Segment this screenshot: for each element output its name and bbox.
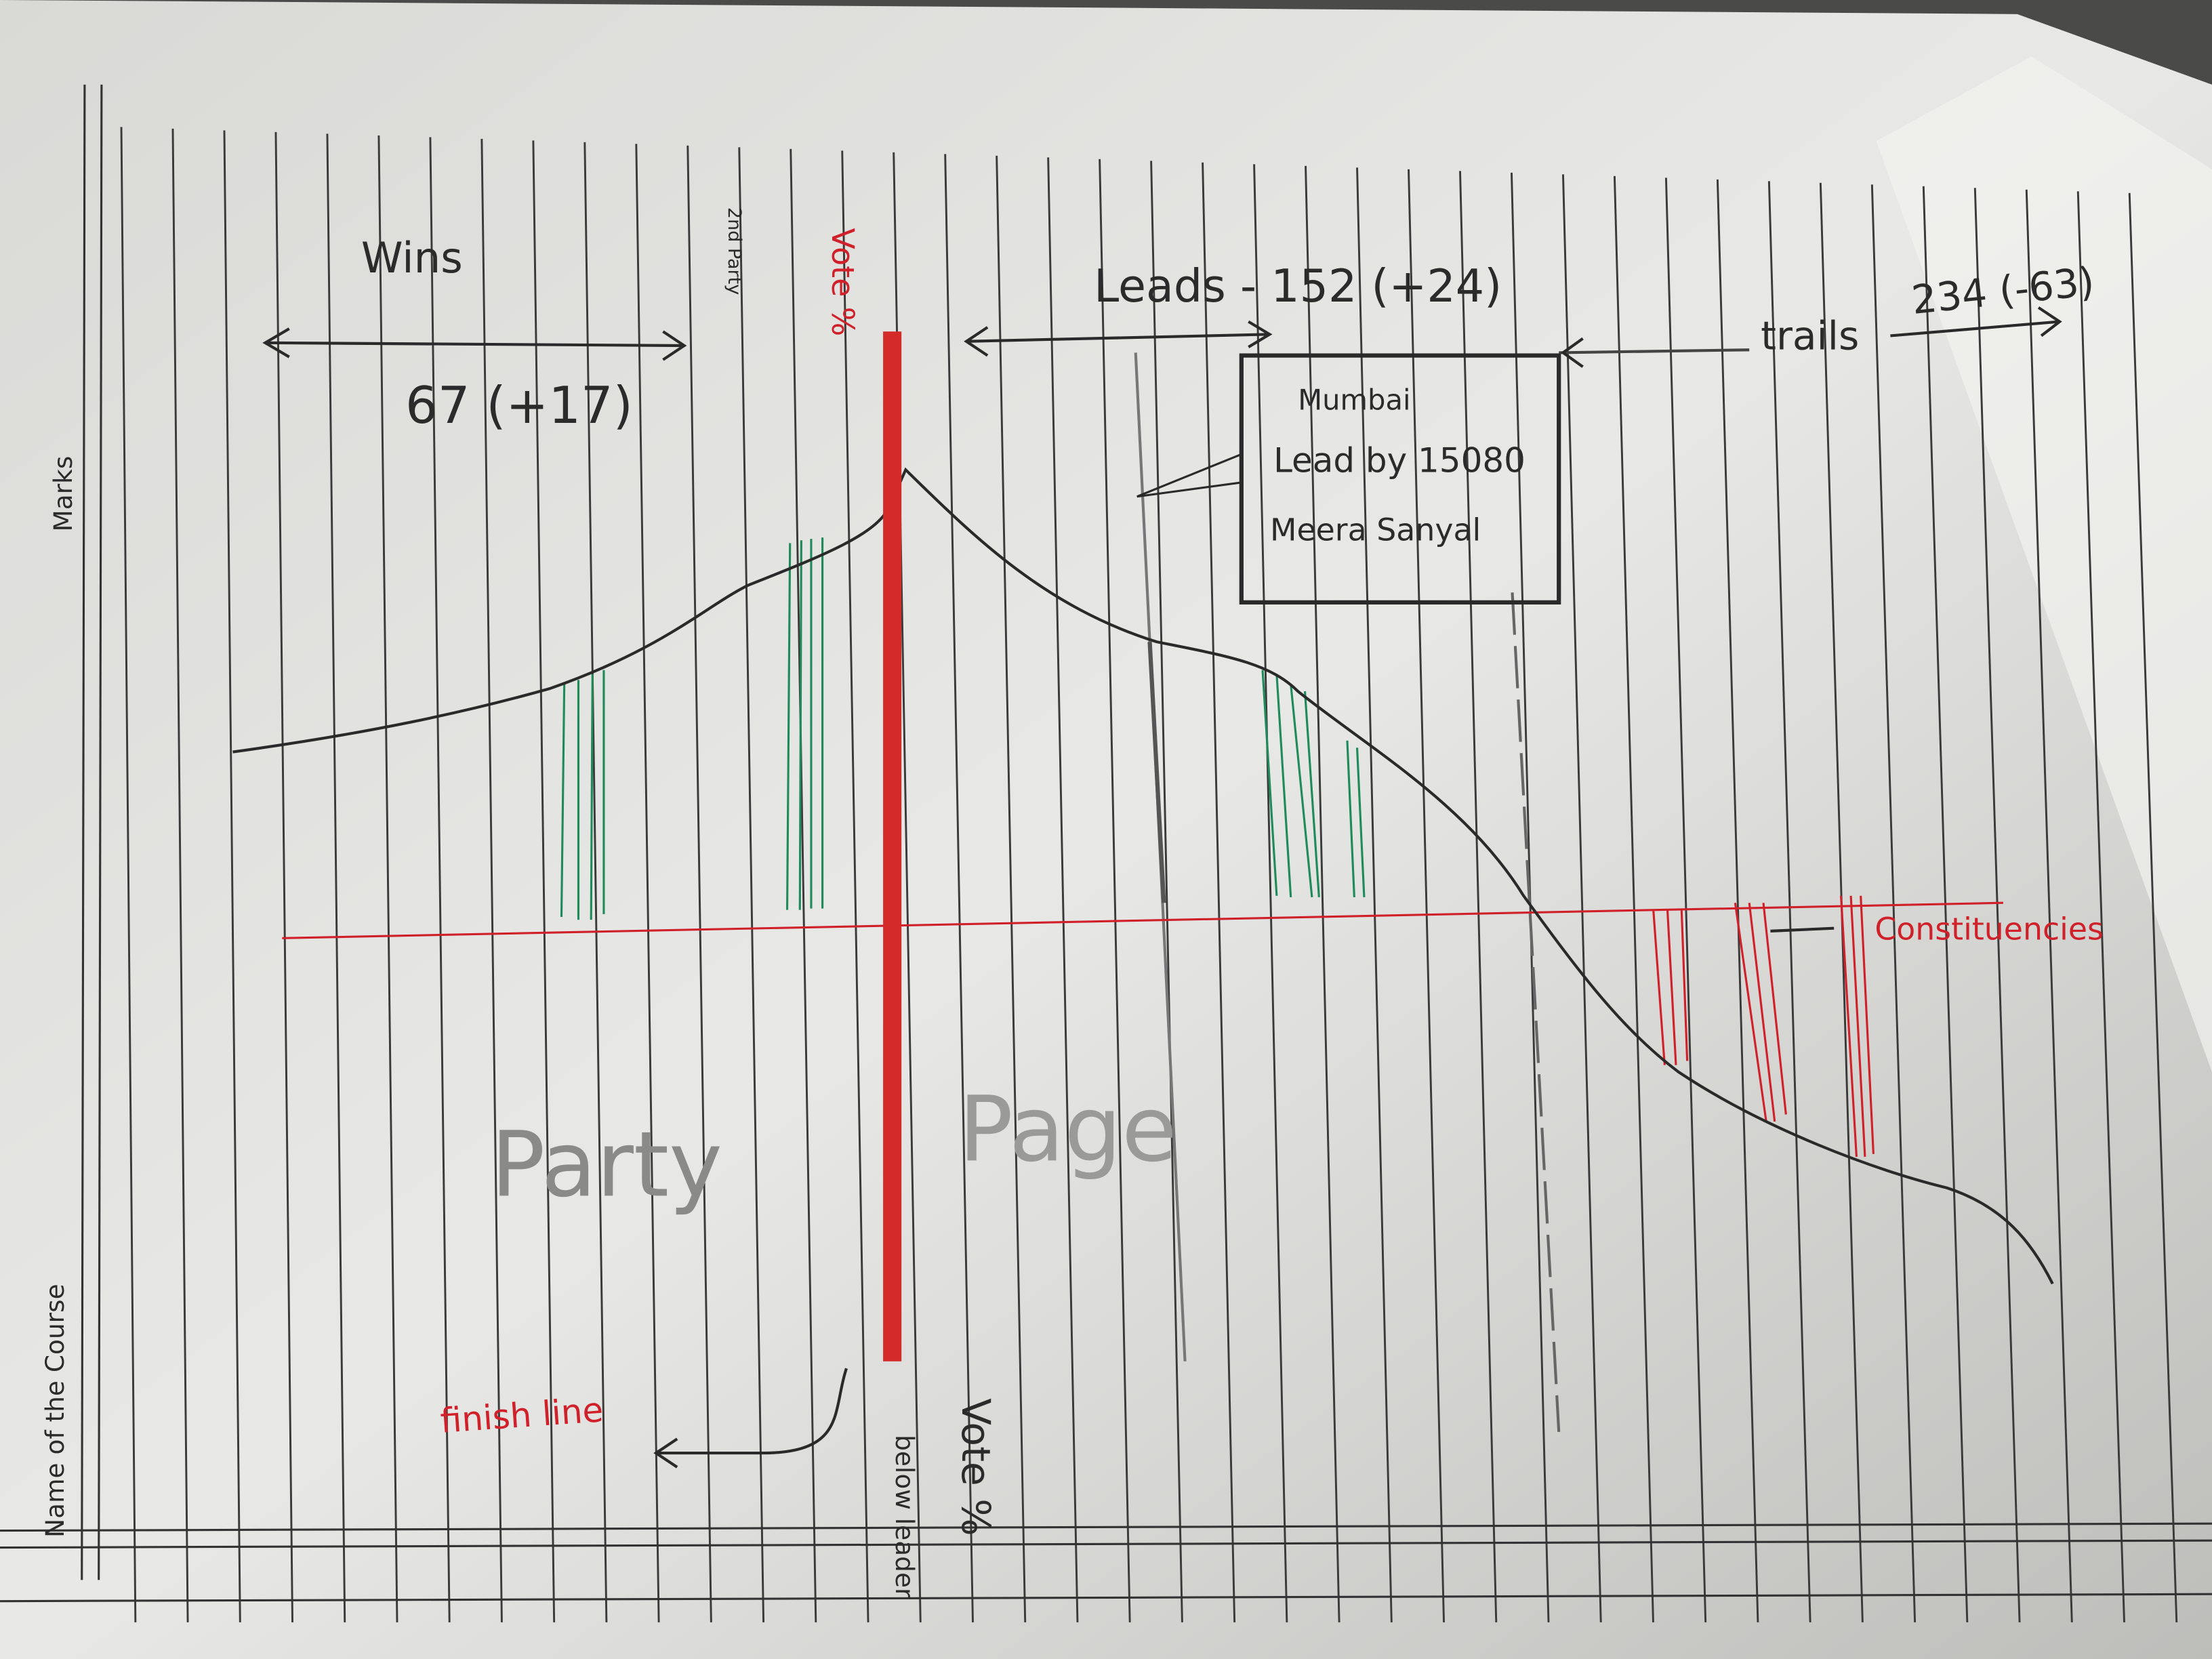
ruled-line — [635, 144, 660, 1622]
ruled-line — [687, 145, 712, 1622]
callout-pointer — [1136, 453, 1242, 498]
arrows — [262, 306, 2062, 1469]
vote-share-label: Vote % — [825, 228, 861, 336]
ruled-line — [2128, 192, 2178, 1622]
ruled-line — [326, 134, 346, 1622]
below-leader-label: Vote % — [953, 1398, 999, 1536]
callout-box — [1239, 353, 1561, 605]
ruled-line — [1408, 169, 1446, 1622]
ruled-line — [1202, 162, 1236, 1622]
vote-curve — [232, 467, 2054, 1285]
ruled-line — [274, 131, 293, 1622]
pencil-guide — [1511, 592, 1561, 1432]
ruled-line — [738, 147, 765, 1622]
pencil-guide — [1559, 348, 1750, 354]
callout-constituency: Mumbai — [1298, 383, 1410, 416]
ruled-line — [790, 148, 817, 1622]
ruled-line — [1099, 159, 1131, 1622]
ruled-line — [996, 155, 1027, 1622]
ruled-line — [944, 154, 974, 1622]
ruled-line — [223, 130, 241, 1622]
callout-candidate: Meera Sanyal — [1270, 511, 1481, 548]
ruled-line — [1664, 178, 1707, 1622]
ruled-line — [1253, 164, 1288, 1622]
leads-label: Leads - 152 (+24) — [1094, 260, 1502, 312]
wins-count: 67 (+17) — [405, 375, 633, 435]
ruled-line — [532, 140, 556, 1622]
course-label: Name of the Course — [40, 1284, 70, 1538]
ruled-line — [429, 137, 451, 1622]
marks-label: Marks — [48, 456, 78, 532]
ruled-line — [1716, 179, 1759, 1622]
ruled-line — [1973, 188, 2021, 1622]
ruled-line — [171, 128, 189, 1622]
win-bars — [560, 537, 1366, 920]
ruled-lines — [120, 127, 2178, 1622]
ruled-line — [1561, 174, 1602, 1622]
bottom-line — [0, 1539, 2212, 1549]
bottom-line — [0, 1593, 2212, 1603]
finish-line-bar — [883, 331, 902, 1361]
ruled-line — [1150, 161, 1183, 1622]
ruled-line — [1767, 181, 1811, 1622]
trails-label: trails — [1761, 313, 1859, 359]
pencil-guide — [1147, 641, 1166, 903]
margin-line — [98, 84, 103, 1580]
constituencies-label: Constituencies — [1875, 910, 2104, 947]
ruled-line — [2076, 191, 2125, 1622]
ruled-line — [841, 150, 869, 1622]
ruled-line — [1459, 171, 1498, 1622]
baseline — [282, 901, 2003, 939]
ruled-line — [480, 138, 503, 1622]
ruled-line — [2025, 189, 2073, 1622]
margin-line — [81, 84, 86, 1580]
ruled-line — [1305, 165, 1340, 1622]
ruled-line — [1356, 167, 1393, 1622]
ruled-line — [1613, 176, 1654, 1622]
ruled-line — [120, 127, 137, 1622]
party-watermark: Party — [491, 1112, 722, 1217]
second-party-note: 2nd Party — [724, 207, 745, 295]
ruled-line — [583, 142, 608, 1622]
ruled-line — [377, 135, 398, 1622]
bottom-line — [0, 1522, 2212, 1532]
below-leader-sublabel: below leader — [890, 1435, 920, 1599]
ruled-line — [1047, 157, 1079, 1622]
page-watermark: Page — [959, 1077, 1178, 1182]
callout-margin: Lead by 15080 — [1273, 441, 1525, 480]
wins-label: Wins — [361, 233, 463, 283]
paper-glare — [1876, 56, 2212, 1073]
ruled-line — [1870, 184, 1917, 1622]
